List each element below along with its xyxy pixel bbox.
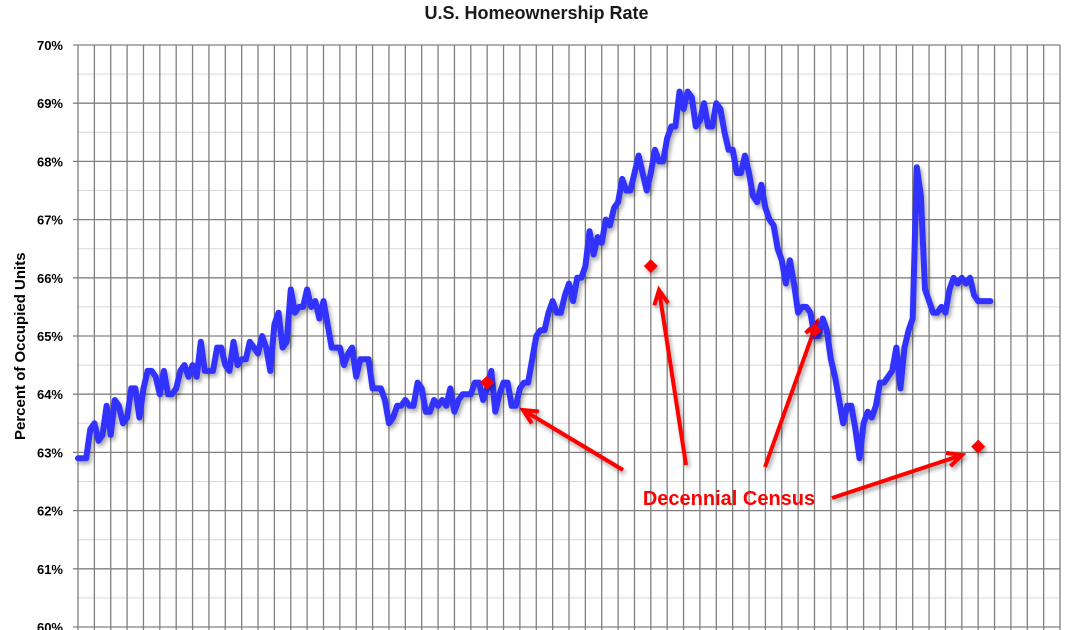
y-tick-label: 64% (37, 387, 63, 402)
y-tick-label: 68% (37, 154, 63, 169)
arrowhead-icon (652, 285, 670, 306)
y-tick-label: 69% (37, 96, 63, 111)
major-gridlines (73, 44, 1060, 628)
y-tick-label: 65% (37, 329, 63, 344)
chart-title: U.S. Homeownership Rate (424, 3, 649, 23)
homeownership-rate-line (75, 88, 994, 462)
y-tick-label: 62% (37, 504, 63, 519)
y-tick-label: 70% (37, 38, 63, 53)
census-diamond-marker (807, 323, 822, 338)
vertical-gridlines (77, 45, 1061, 630)
arrow-line (763, 321, 819, 468)
arrow-line (521, 408, 625, 472)
y-tick-label: 60% (37, 620, 63, 630)
arrowhead-icon (519, 407, 540, 425)
arrow-line (657, 289, 688, 466)
census-diamond-marker (971, 439, 986, 454)
census-diamond-marker (643, 259, 658, 274)
census-markers (480, 259, 986, 454)
census-diamond-marker (480, 375, 495, 390)
y-tick-label: 61% (37, 562, 63, 577)
arrowhead-icon (945, 450, 967, 468)
y-tick-label: 63% (37, 445, 63, 460)
y-axis-ticks: 60% 61% 62% 63% 64% 65% 66% 67% 68% 69% 70% (37, 38, 63, 630)
annotation-arrows (519, 285, 967, 500)
y-tick-label: 66% (37, 271, 63, 286)
decennial-census-annotation: Decennial Census (643, 488, 815, 510)
y-tick-label: 67% (37, 213, 63, 228)
arrow-line (831, 453, 963, 500)
